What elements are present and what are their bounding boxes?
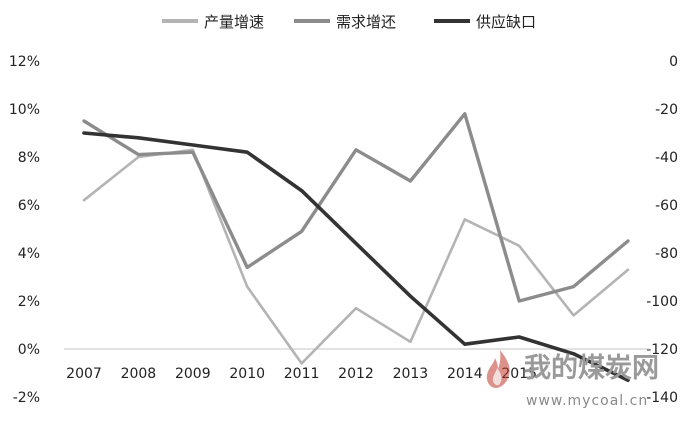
left-axis-tick-label: 8% [18, 150, 40, 166]
series-layer [82, 112, 630, 382]
right-axis-tick-label: -20 [655, 102, 678, 118]
right-axis-tick-label: -80 [655, 246, 678, 262]
left-axis-tick-label: 2% [18, 294, 40, 310]
series-line [82, 131, 630, 382]
legend: 产量增速 需求增还 供应缺口 [162, 13, 536, 31]
left-axis-tick-label: 0% [18, 342, 40, 358]
watermark: 我的煤炭网 www.mycoal.cn [486, 350, 659, 409]
legend-label: 供应缺口 [476, 13, 536, 31]
watermark-brand-text: 我的煤炭网 [524, 352, 659, 384]
watermark-flame-logo [486, 350, 510, 388]
x-axis-tick-label: 2007 [66, 366, 102, 382]
left-axis-tick-label: 4% [18, 246, 40, 262]
x-axis-tick-label: 2009 [175, 366, 211, 382]
x-axis-tick-label: 2011 [284, 366, 320, 382]
left-axis-tick-label: -2% [13, 390, 40, 406]
axes: -2% 0% 2% 4% 6% 8% 10% 12% -140 -120 -100 -80 -60 -40… [9, 54, 678, 406]
legend-label: 产量增速 [204, 13, 264, 31]
series-line [82, 112, 630, 303]
right-axis-tick-label: -40 [655, 150, 678, 166]
x-axis-tick-label: 2012 [338, 366, 374, 382]
x-axis-tick-label: 2015 [501, 366, 537, 382]
right-axis-tick-label: -60 [655, 198, 678, 214]
x-axis-tick-label: 2013 [393, 366, 429, 382]
left-axis-tick-label: 12% [9, 54, 40, 70]
watermark-url: www.mycoal.cn [526, 393, 648, 409]
right-axis-tick-label: -120 [646, 342, 678, 358]
right-axis-tick-label: 0 [669, 54, 678, 70]
legend-label: 需求增还 [336, 13, 396, 31]
left-axis-tick-label: 6% [18, 198, 40, 214]
series-line [82, 148, 630, 365]
right-axis-tick-label: -100 [646, 294, 678, 310]
x-axis-tick-label: 2014 [447, 366, 483, 382]
left-axis-tick-label: 10% [9, 102, 40, 118]
x-axis-tick-label: 2008 [121, 366, 157, 382]
right-axis-tick-label: -140 [646, 390, 678, 406]
x-axis-tick-label: 2010 [229, 366, 265, 382]
